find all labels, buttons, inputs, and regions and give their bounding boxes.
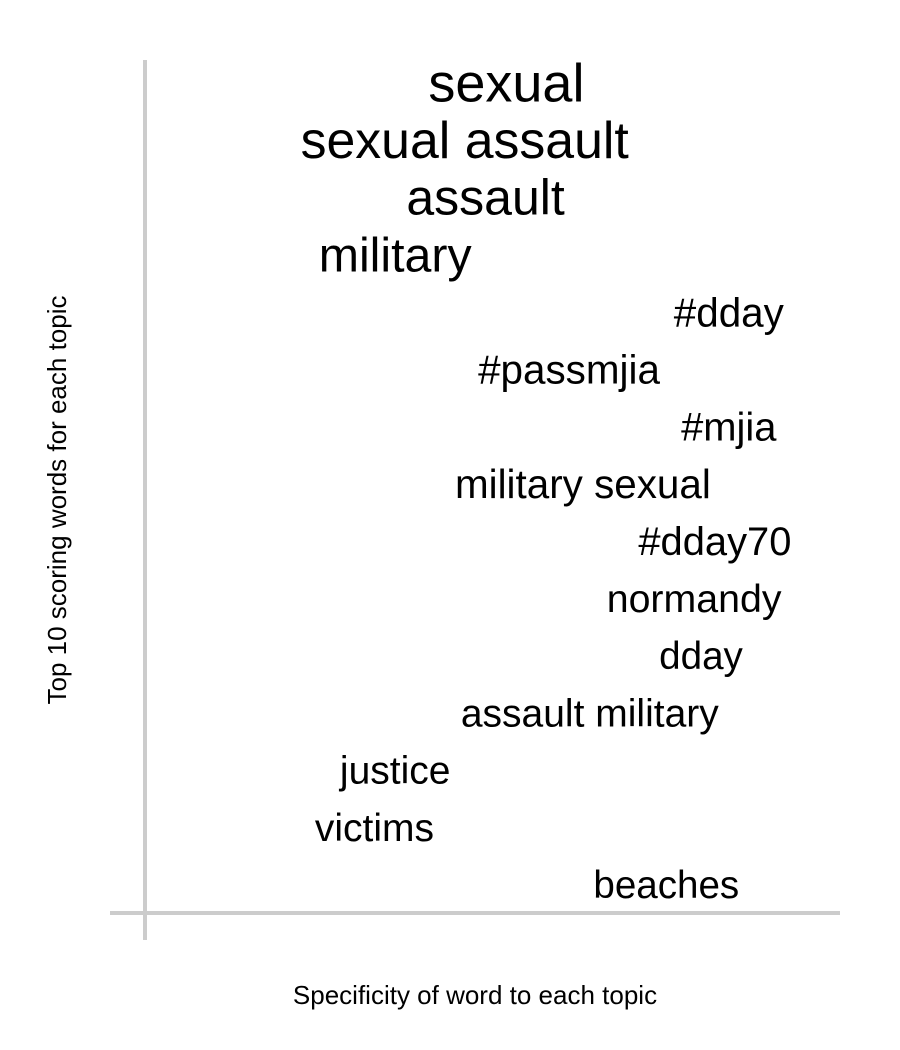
word-label: victims — [315, 807, 434, 850]
word-label: #mjia — [681, 406, 777, 450]
y-axis-title: Top 10 scoring words for each topic — [42, 296, 72, 705]
x-axis-title: Specificity of word to each topic — [293, 980, 657, 1010]
word-label: #dday70 — [638, 520, 791, 564]
word-label: sexual assault — [301, 111, 630, 169]
word-label: beaches — [593, 864, 739, 907]
word-label: assault — [406, 170, 565, 226]
word-label: military sexual — [455, 461, 711, 507]
word-label: #dday — [674, 289, 785, 335]
word-label: normandy — [607, 577, 782, 621]
word-label: #passmjia — [478, 347, 660, 393]
word-label: military — [319, 228, 473, 282]
word-label: assault military — [461, 692, 719, 735]
word-label: sexual — [428, 53, 584, 113]
word-label: dday — [659, 635, 743, 678]
word-label: justice — [339, 750, 451, 793]
